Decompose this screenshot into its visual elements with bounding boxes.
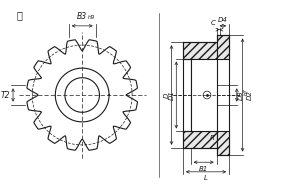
Polygon shape <box>183 131 217 148</box>
Text: D: D <box>164 92 170 98</box>
Polygon shape <box>217 131 229 154</box>
Text: R: R <box>210 135 215 141</box>
Text: D2: D2 <box>246 90 252 100</box>
Text: D4: D4 <box>217 17 227 23</box>
Text: Ⓐ: Ⓐ <box>17 10 23 20</box>
Polygon shape <box>183 42 217 59</box>
Text: C: C <box>210 20 215 26</box>
Text: D3: D3 <box>238 90 244 100</box>
Text: L: L <box>204 175 208 181</box>
Text: D1: D1 <box>168 90 174 100</box>
Text: H7: H7 <box>244 88 249 95</box>
Polygon shape <box>191 59 217 131</box>
Text: H9: H9 <box>88 15 95 20</box>
Polygon shape <box>217 36 229 59</box>
Text: T2: T2 <box>1 90 10 100</box>
Text: B1: B1 <box>198 166 208 172</box>
Text: B3: B3 <box>77 12 87 21</box>
